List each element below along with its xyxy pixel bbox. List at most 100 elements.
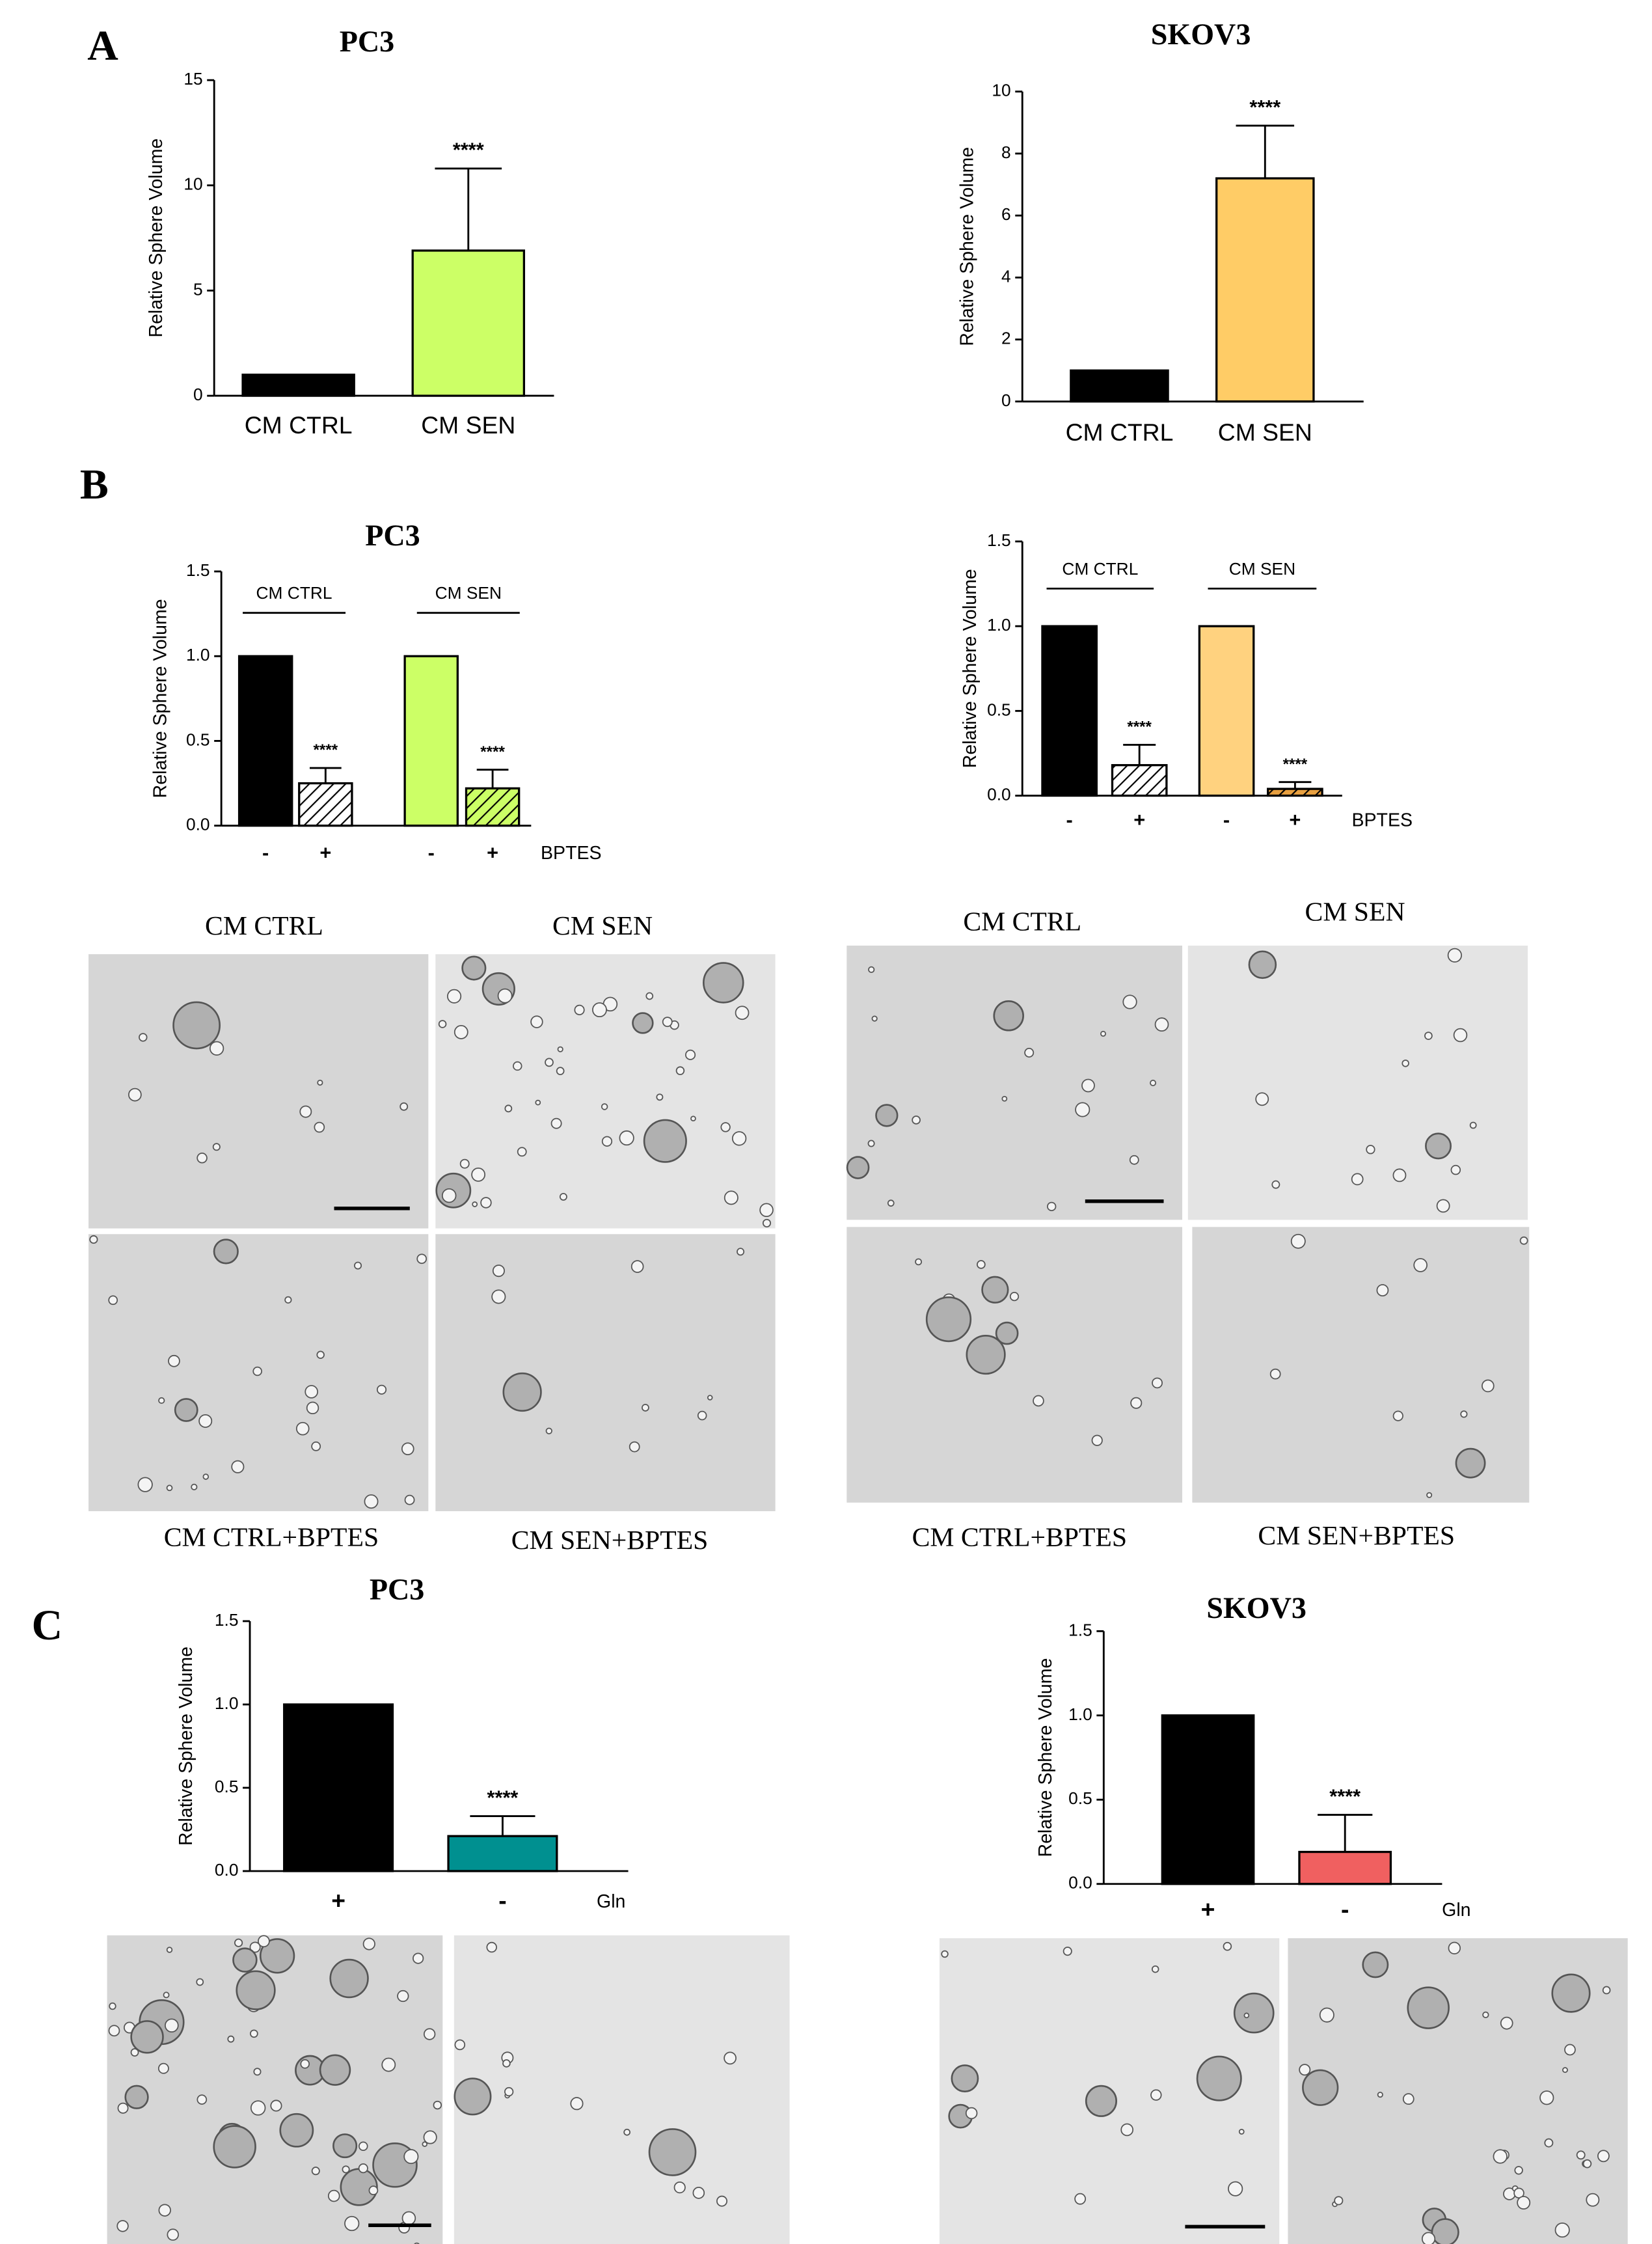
- error-bar: [435, 167, 502, 251]
- y-tick-label: 1.0: [1068, 1704, 1092, 1724]
- cell: [762, 1218, 772, 1227]
- cell: [574, 1004, 585, 1015]
- cell: [557, 1046, 563, 1052]
- cell: [486, 1941, 497, 1953]
- cell: [1424, 1032, 1433, 1040]
- cell: [1033, 1395, 1044, 1407]
- cell: [447, 989, 462, 1004]
- y-tick-label: 0: [1001, 390, 1011, 410]
- error-bar: [470, 1815, 535, 1837]
- cell: [381, 2057, 396, 2072]
- chart-title: PC3: [370, 1573, 424, 1606]
- cell: [174, 1398, 198, 1422]
- cell: [868, 966, 875, 973]
- bar: [1041, 625, 1098, 797]
- x-tick-label: CM CTRL: [245, 411, 353, 439]
- cell: [1081, 1078, 1095, 1093]
- cell: [1009, 1292, 1020, 1302]
- y-tick-label: 0: [193, 385, 203, 404]
- cell: [422, 2141, 427, 2147]
- cell: [941, 1950, 949, 1958]
- cell: [1100, 1030, 1107, 1037]
- cell: [977, 1260, 986, 1269]
- cell: [166, 1947, 173, 1953]
- cell: [707, 1395, 713, 1401]
- cell: [1085, 2085, 1117, 2117]
- x-tick-label: +: [1289, 808, 1301, 831]
- cell: [399, 1102, 409, 1111]
- cell: [1450, 1164, 1461, 1175]
- cell: [737, 1248, 745, 1256]
- cell: [545, 1058, 554, 1067]
- y-tick-label: 10: [183, 174, 202, 194]
- cell: [358, 2163, 368, 2174]
- cell: [630, 1260, 644, 1273]
- cell: [545, 1427, 552, 1434]
- micrograph-caption: CM SEN: [552, 911, 653, 941]
- cell: [401, 1442, 414, 1456]
- bar: [1198, 625, 1255, 797]
- micrograph-caption: CM CTRL+BPTES: [912, 1522, 1127, 1552]
- cell: [108, 2025, 120, 2037]
- cell: [491, 1289, 506, 1304]
- cell: [342, 2165, 350, 2174]
- x-tick-label: -: [1066, 808, 1073, 831]
- y-tick-label: 0.0: [987, 785, 1011, 804]
- chart-title: SKOV3: [1206, 1591, 1307, 1624]
- y-axis-label: Relative Sphere Volume: [956, 147, 977, 346]
- cell: [311, 1441, 321, 1451]
- cell: [157, 2062, 169, 2074]
- cell: [692, 2187, 705, 2199]
- cell: [196, 1153, 208, 1164]
- cell: [471, 1167, 486, 1182]
- cell: [1248, 950, 1277, 979]
- cell: [196, 1978, 204, 1986]
- cell: [213, 2125, 256, 2169]
- cell: [1431, 2218, 1459, 2244]
- y-tick-label: 0.5: [1068, 1788, 1092, 1808]
- cell: [759, 1203, 774, 1218]
- cell: [1351, 1173, 1364, 1186]
- cell: [925, 1296, 972, 1343]
- cell: [364, 1494, 379, 1509]
- cell: [504, 2087, 514, 2097]
- significance-label: ****: [1127, 718, 1152, 735]
- cell: [724, 1190, 738, 1205]
- cell: [673, 2182, 686, 2194]
- cell: [1122, 994, 1137, 1009]
- cell: [1302, 2069, 1339, 2106]
- x-tick-label: +: [319, 841, 331, 864]
- x-tick-label: +: [331, 1887, 345, 1914]
- cell: [1539, 2090, 1554, 2105]
- cell: [690, 1115, 696, 1122]
- significance-label: ****: [314, 741, 338, 759]
- error-bar: [1123, 744, 1156, 765]
- significance-label: ****: [453, 139, 484, 161]
- cell: [1564, 2044, 1576, 2056]
- cell: [404, 1494, 415, 1505]
- cell: [1366, 1145, 1375, 1155]
- cell: [1392, 1410, 1403, 1421]
- factor-label: BPTES: [541, 843, 601, 864]
- cell: [270, 2100, 282, 2112]
- cell: [966, 1334, 1006, 1375]
- bar: [1111, 764, 1168, 797]
- cell: [158, 2204, 171, 2217]
- cell: [198, 1414, 213, 1428]
- cell: [513, 1061, 522, 1071]
- cell: [1151, 1965, 1159, 1973]
- chart: SKOV3 Relative Sphere Volume 0.0 0.5 1.0 1.5 +…: [1035, 1591, 1470, 1922]
- group-label: CM SEN: [435, 583, 502, 603]
- cell: [1425, 1132, 1452, 1160]
- y-tick-label: 0.5: [186, 730, 210, 749]
- cell: [1586, 2193, 1600, 2207]
- cell: [472, 1201, 478, 1207]
- cell: [497, 988, 513, 1004]
- cell: [191, 1483, 198, 1490]
- factor-label: Gln: [1442, 1900, 1470, 1921]
- cell: [1091, 1434, 1103, 1446]
- cell: [1436, 1199, 1450, 1213]
- significance-label: ****: [487, 1786, 519, 1809]
- cell: [441, 1188, 457, 1203]
- cell: [139, 1033, 148, 1042]
